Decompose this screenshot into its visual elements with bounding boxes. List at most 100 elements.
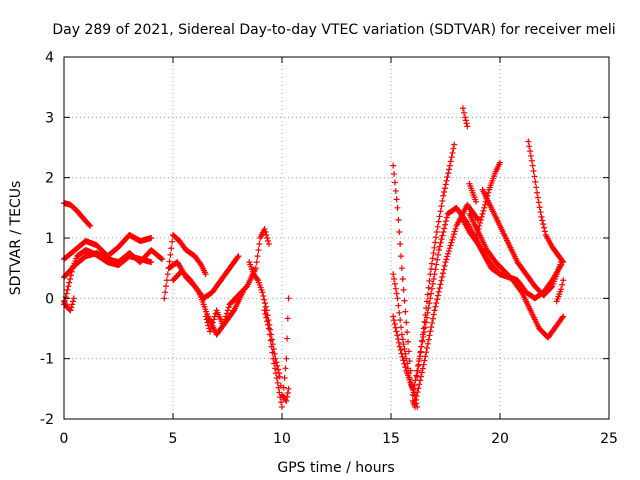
data-point-marker [67, 307, 74, 314]
data-point-marker [442, 221, 449, 228]
data-point-marker [444, 253, 451, 260]
data-point-marker [482, 201, 489, 208]
data-point-marker [434, 296, 441, 303]
data-point-marker [396, 343, 403, 350]
data-point-marker [421, 357, 428, 364]
data-point-marker [464, 123, 471, 130]
data-point-marker [168, 245, 175, 252]
data-point-marker [434, 292, 441, 299]
data-point-marker [424, 291, 431, 298]
data-point-marker [418, 343, 425, 350]
data-point-marker [530, 168, 537, 175]
data-point-marker [63, 290, 70, 297]
data-point-marker [528, 157, 535, 164]
data-point-marker [436, 243, 443, 250]
x-tick-label: 5 [169, 431, 178, 447]
data-point-marker [222, 316, 229, 323]
data-point-marker [398, 350, 405, 357]
x-axis-ticks: 0 5 10 15 20 25 [60, 57, 618, 447]
data-point-marker [224, 307, 231, 314]
data-point-marker [234, 254, 241, 261]
data-point-marker [534, 189, 541, 196]
data-point-marker [285, 295, 292, 302]
data-point-marker [448, 239, 455, 246]
data-point-marker [481, 204, 488, 211]
data-point-marker [395, 216, 402, 223]
series-arc-i [202, 225, 272, 335]
data-point-marker [423, 349, 430, 356]
data-point-marker [559, 281, 566, 288]
data-point-marker [427, 328, 434, 335]
data-point-marker [65, 283, 72, 290]
data-point-marker [443, 214, 450, 221]
data-point-marker [266, 331, 273, 338]
grid-lines [64, 57, 609, 419]
data-point-marker [423, 298, 430, 305]
data-point-marker [391, 171, 398, 178]
data-point-marker [390, 313, 397, 320]
data-point-marker [424, 340, 431, 347]
data-point-marker [401, 346, 408, 353]
y-tick-label: 2 [45, 171, 54, 187]
data-point-marker [534, 194, 541, 201]
series-arc-y [553, 277, 567, 305]
data-point-marker [235, 253, 242, 260]
data-point-marker [476, 222, 483, 229]
data-point-marker [167, 251, 174, 258]
data-point-marker [394, 204, 401, 211]
data-point-marker [69, 301, 76, 308]
data-point-marker [163, 283, 170, 290]
data-point-marker [162, 289, 169, 296]
data-point-marker [225, 304, 232, 311]
data-point-marker [559, 314, 566, 321]
data-point-marker [442, 259, 449, 266]
data-point-marker [529, 162, 536, 169]
data-point-marker [64, 286, 71, 293]
y-axis-ticks: -2 -1 0 1 2 3 4 [40, 50, 609, 428]
data-point-marker [462, 117, 469, 124]
data-point-marker [405, 348, 412, 355]
data-point-marker [284, 389, 291, 396]
data-point-marker [391, 320, 398, 327]
series-arc-t [473, 159, 503, 241]
data-point-marker [221, 319, 228, 326]
data-point-marker [163, 277, 170, 284]
data-point-marker [533, 184, 540, 191]
data-point-marker [164, 271, 171, 278]
y-tick-label: 3 [45, 110, 54, 126]
data-point-marker [392, 187, 399, 194]
data-point-marker [202, 271, 209, 278]
data-point-marker [437, 208, 444, 215]
data-point-marker [86, 221, 93, 228]
data-point-marker [414, 373, 421, 380]
x-axis-label: GPS time / hours [277, 460, 394, 476]
data-point-marker [210, 316, 217, 323]
data-point-marker [262, 303, 269, 310]
data-point-marker [473, 198, 480, 205]
data-point-marker [268, 336, 275, 343]
data-point-marker [279, 403, 285, 410]
data-point-marker [434, 256, 441, 263]
data-point-marker [397, 317, 404, 324]
data-point-marker [207, 328, 214, 335]
data-point-marker [478, 213, 485, 220]
data-point-marker [87, 222, 94, 229]
data-point-marker [446, 162, 453, 169]
data-point-marker [416, 355, 423, 362]
data-point-marker [439, 273, 446, 280]
data-point-marker [195, 288, 202, 295]
data-point-marker [432, 239, 439, 246]
data-point-marker [432, 234, 439, 241]
x-tick-label: 20 [491, 431, 509, 447]
data-point-marker [419, 331, 426, 338]
data-point-marker [425, 284, 432, 291]
data-point-marker [274, 379, 281, 386]
data-point-marker [70, 295, 77, 302]
x-tick-label: 10 [273, 431, 291, 447]
data-point-marker [449, 236, 456, 243]
data-point-marker [256, 241, 263, 248]
data-point-marker [431, 307, 438, 314]
data-point-marker [398, 331, 405, 338]
data-point-marker [67, 276, 74, 283]
data-point-marker [480, 207, 487, 214]
